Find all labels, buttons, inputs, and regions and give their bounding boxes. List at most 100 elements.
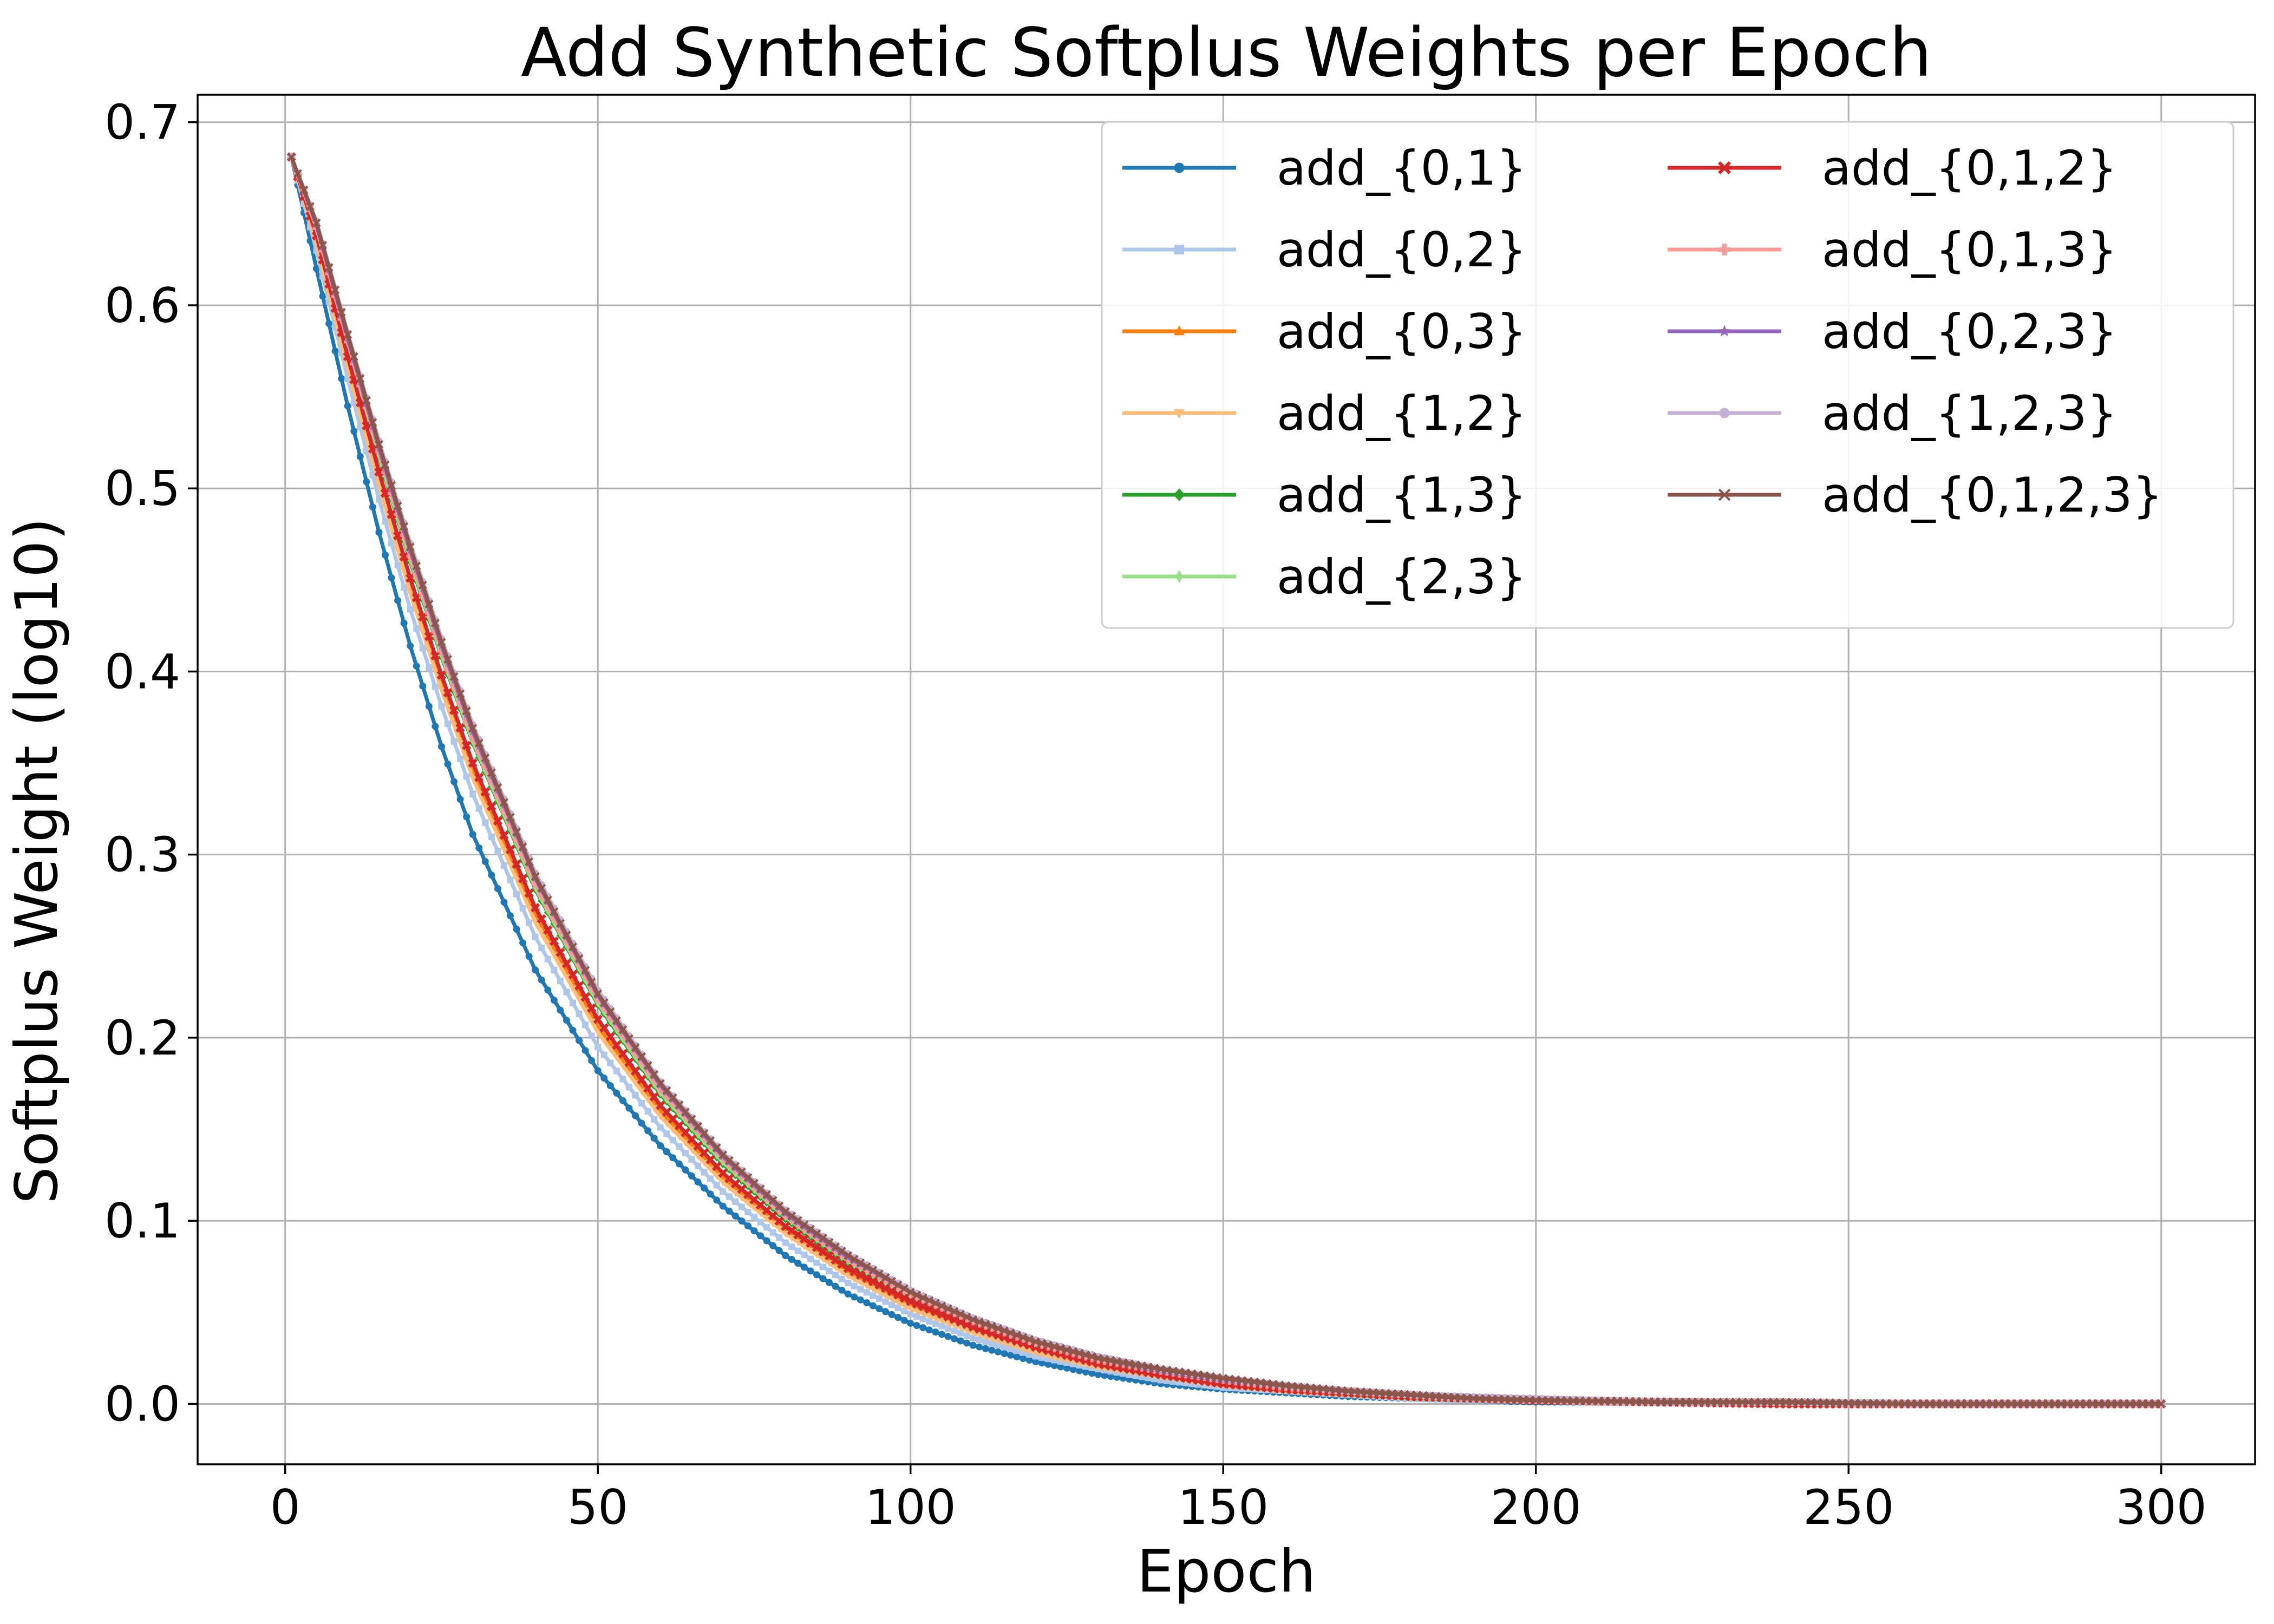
series-marker: [812, 1229, 821, 1238]
y-axis-label: Softplus Weight (log10): [3, 518, 71, 1204]
series-marker: [657, 1114, 664, 1121]
series-marker: [738, 1217, 746, 1224]
series-marker: [299, 185, 309, 194]
series-marker: [519, 890, 527, 898]
series-marker: [881, 1273, 890, 1282]
series-marker: [1069, 1347, 1078, 1356]
series-marker: [1006, 1328, 1015, 1338]
series-marker: [574, 981, 584, 991]
series-marker: [925, 1313, 933, 1320]
series-marker: [468, 724, 478, 733]
series-marker: [594, 1029, 602, 1036]
series-marker: [481, 858, 489, 866]
series-marker: [532, 933, 539, 940]
series-marker: [905, 1296, 916, 1306]
series-marker: [563, 938, 571, 946]
series-marker: [576, 1010, 583, 1017]
series-marker: [907, 1311, 914, 1318]
series-marker: [1173, 488, 1185, 501]
series-marker: [537, 914, 546, 924]
series-marker: [882, 1308, 890, 1315]
series-marker: [931, 1307, 940, 1317]
series-marker: [593, 1014, 603, 1024]
series-marker: [461, 741, 472, 750]
series-marker: [512, 828, 521, 837]
series-marker: [718, 1150, 728, 1160]
series-marker: [857, 1279, 864, 1286]
series-marker: [969, 1341, 977, 1349]
series-marker: [982, 1345, 989, 1352]
series-marker: [487, 768, 496, 777]
series-marker: [707, 1190, 714, 1198]
series-marker: [562, 931, 571, 940]
series-marker: [631, 1080, 639, 1087]
series-marker: [1100, 1354, 1109, 1364]
series-marker: [563, 1017, 570, 1024]
plot-frame: [197, 94, 2256, 1465]
series-marker: [513, 926, 520, 933]
series-add_{0,1,2,3}: [287, 152, 2166, 1409]
x-axis-label: Epoch: [1137, 1538, 1316, 1606]
series-marker: [1025, 1335, 1034, 1344]
series-marker: [462, 706, 471, 716]
series-marker: [382, 518, 389, 525]
series-marker: [481, 763, 489, 771]
series-marker: [838, 1269, 846, 1276]
series-marker: [445, 721, 452, 728]
series-marker: [819, 1275, 827, 1282]
series-marker: [338, 375, 345, 382]
series-marker: [681, 1108, 690, 1117]
series-marker: [1156, 1365, 1165, 1374]
series-marker: [318, 241, 328, 250]
series-marker: [951, 1327, 958, 1334]
series-marker: [919, 1311, 927, 1318]
series-marker: [506, 862, 514, 869]
series-marker: [875, 1305, 883, 1312]
series-marker: [820, 1263, 827, 1271]
series-marker: [1050, 1342, 1059, 1351]
series-marker: [838, 1286, 846, 1294]
series-marker: [932, 1328, 939, 1336]
series-marker: [493, 783, 502, 792]
series-marker: [826, 1279, 833, 1286]
series-marker: [494, 885, 501, 893]
series-marker: [581, 966, 590, 975]
series-marker: [726, 1193, 733, 1200]
series-marker: [575, 997, 583, 1004]
series-marker: [425, 703, 433, 710]
series-marker: [469, 775, 476, 782]
series-marker: [845, 1280, 852, 1287]
series-marker: [606, 1082, 614, 1090]
series-marker: [549, 936, 559, 946]
series-marker: [575, 960, 583, 969]
series-marker: [720, 1188, 727, 1195]
series-marker: [950, 1307, 959, 1316]
series-marker: [1013, 1353, 1021, 1360]
series-marker: [775, 1226, 783, 1233]
series-marker: [775, 1201, 784, 1210]
series-marker: [557, 964, 564, 971]
series-marker: [437, 687, 446, 694]
y-tick-label: 0.3: [104, 827, 180, 883]
series-marker: [782, 1239, 789, 1246]
series-marker: [907, 1306, 914, 1313]
series-marker: [525, 905, 533, 912]
series-marker: [488, 834, 495, 841]
series-marker: [793, 1216, 802, 1225]
series-marker: [619, 1076, 626, 1083]
series-marker: [513, 890, 520, 898]
series-marker: [782, 1231, 789, 1238]
series-marker: [480, 787, 491, 797]
series-marker: [425, 648, 433, 655]
series-marker: [800, 1243, 808, 1250]
series-marker: [1012, 1331, 1022, 1340]
series-marker: [607, 1059, 614, 1066]
series-marker: [449, 672, 459, 681]
series-marker: [350, 428, 358, 435]
series-marker: [593, 989, 603, 998]
series-marker: [394, 547, 402, 554]
series-marker: [581, 972, 590, 980]
series-marker: [393, 501, 402, 510]
series-marker: [711, 1161, 722, 1171]
series-marker: [494, 792, 502, 800]
